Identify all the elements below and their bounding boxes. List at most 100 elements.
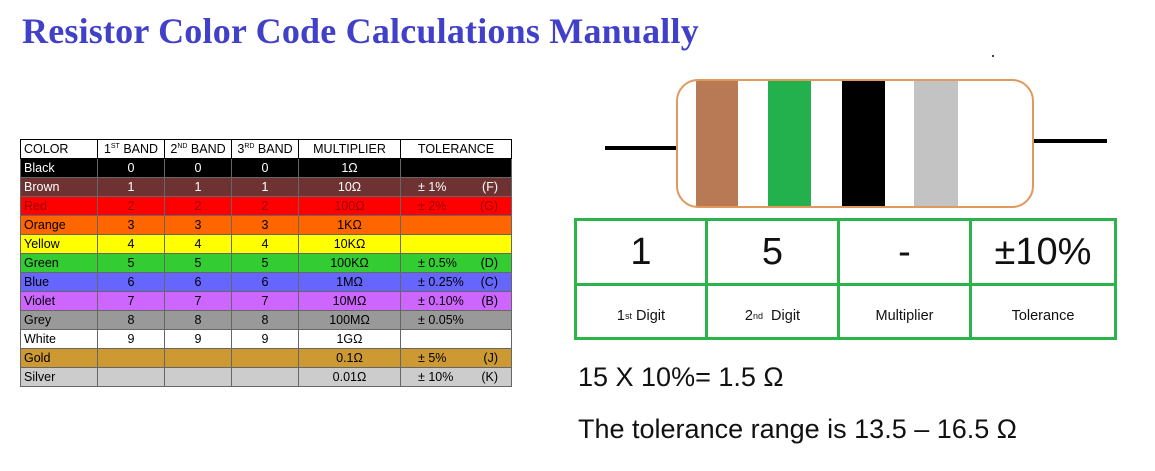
table-row: Blue 6 6 6 1MΩ ± 0.25% (C) [20,272,512,292]
table-row: Green 5 5 5 100KΩ ± 0.5% (D) [20,253,512,273]
digit-value-2: 5 [761,230,784,273]
multiplier-label: Multiplier [875,308,934,324]
digit-box-col-divider-1 [705,221,708,337]
band-3-value: 9 [231,329,299,349]
tolerance-value: ± 1% (F) [400,177,512,197]
tolerance-value [400,215,512,235]
band-2-value: 1 [164,177,232,197]
header-band-3: 3RD BAND [231,139,299,159]
stray-mark [992,55,994,57]
table-row: Violet 7 7 7 10MΩ ± 0.10% (B) [20,291,512,311]
band-1-value: 2 [97,196,165,216]
table-row: Grey 8 8 8 100MΩ ± 0.05% [20,310,512,330]
band-2-value: 2 [164,196,232,216]
tolerance-percent: ± 1% [418,179,447,194]
multiplier-value: 10Ω [298,177,401,197]
header-band-2: 2ND BAND [164,139,232,159]
digit-value-1: 1 [630,230,652,273]
multiplier-value: 1KΩ [298,215,401,235]
header-band-1: 1ST BAND [97,139,165,159]
multiplier-value: 100MΩ [298,310,401,330]
multiplier-value: 10MΩ [298,291,401,311]
band-1-value: 7 [97,291,165,311]
color-name: Silver [20,367,98,387]
color-name: Yellow [20,234,98,254]
color-name: Gold [20,348,98,368]
table-row: Yellow 4 4 4 10KΩ [20,234,512,254]
calc-line-1: 15 X 10%= 1.5 Ω [578,362,784,392]
color-code-table: COLOR 1ST BAND 2ND BAND 3RD BAND MULTIPL… [20,139,512,387]
tolerance-percent: ± 0.05% [418,312,464,327]
table-row: Black 0 0 0 1Ω [20,158,512,178]
tolerance-value: ± 5% (J) [400,348,512,368]
table-row: Orange 3 3 3 1KΩ [20,215,512,235]
color-name: White [20,329,98,349]
multiplier-value: 10KΩ [298,234,401,254]
band-3-value: 2 [231,196,299,216]
band-1-value: 6 [97,272,165,292]
tolerance-code: (K) [481,369,498,384]
band-3-value: 8 [231,310,299,330]
digit-box-col-divider-2 [837,221,840,337]
band-3-value [231,348,299,368]
table-row: Gold 0.1Ω ± 5% (J) [20,348,512,368]
tolerance-value [400,158,512,178]
tolerance-value: ±10% [994,230,1092,273]
digit-box-col-divider-3 [969,221,972,337]
band-1-value: 9 [97,329,165,349]
header-tolerance: TOLERANCE [400,139,512,159]
tolerance-percent: ± 0.5% [418,255,457,270]
band-3-value [231,367,299,387]
tolerance-code: (J) [483,350,498,365]
band-2-value: 3 [164,215,232,235]
table-row: Silver 0.01Ω ± 10% (K) [20,367,512,387]
multiplier-value: 1Ω [298,158,401,178]
tolerance-value: ± 0.10% (B) [400,291,512,311]
resistor-lead-right [1033,139,1107,143]
band-1-value: 5 [97,253,165,273]
tolerance-value [400,234,512,254]
band-3-value: 7 [231,291,299,311]
color-name: Grey [20,310,98,330]
band-3-value: 3 [231,215,299,235]
band-1-value: 0 [97,158,165,178]
band-2-value [164,367,232,387]
multiplier-value: 100KΩ [298,253,401,273]
multiplier-value: 1MΩ [298,272,401,292]
table-row: Red 2 2 2 100Ω ± 2% (G) [20,196,512,216]
color-name: Brown [20,177,98,197]
multiplier-value: 1GΩ [298,329,401,349]
table-row: White 9 9 9 1GΩ [20,329,512,349]
multiplier-value: 0.1Ω [298,348,401,368]
band-2-value: 5 [164,253,232,273]
tolerance-value: ± 0.5% (D) [400,253,512,273]
tolerance-code: (G) [479,198,498,213]
band-3-value: 0 [231,158,299,178]
digit-box-divider [577,283,1114,286]
band-1-value: 3 [97,215,165,235]
tolerance-value [400,329,512,349]
band-2-value [164,348,232,368]
band-3-value: 4 [231,234,299,254]
multiplier-value: 100Ω [298,196,401,216]
band-2-value: 6 [164,272,232,292]
header-color: COLOR [20,139,98,159]
header-multiplier: MULTIPLIER [298,139,401,159]
resistor-lead-left [605,146,677,150]
color-name: Violet [20,291,98,311]
tolerance-code: (D) [480,255,498,270]
tolerance-value: ± 2% (G) [400,196,512,216]
tolerance-value: ± 0.25% (C) [400,272,512,292]
tolerance-value: ± 0.05% [400,310,512,330]
band-3-value: 6 [231,272,299,292]
calc-line-2: The tolerance range is 13.5 – 16.5 Ω [578,414,1017,444]
table-header-row: COLOR 1ST BAND 2ND BAND 3RD BAND MULTIPL… [20,139,512,159]
tolerance-percent: ± 0.25% [418,274,464,289]
multiplier-value: 0.01Ω [298,367,401,387]
tolerance-code: (B) [481,293,498,308]
color-name: Orange [20,215,98,235]
band-1-value: 8 [97,310,165,330]
color-name: Green [20,253,98,273]
band-1-value [97,367,165,387]
